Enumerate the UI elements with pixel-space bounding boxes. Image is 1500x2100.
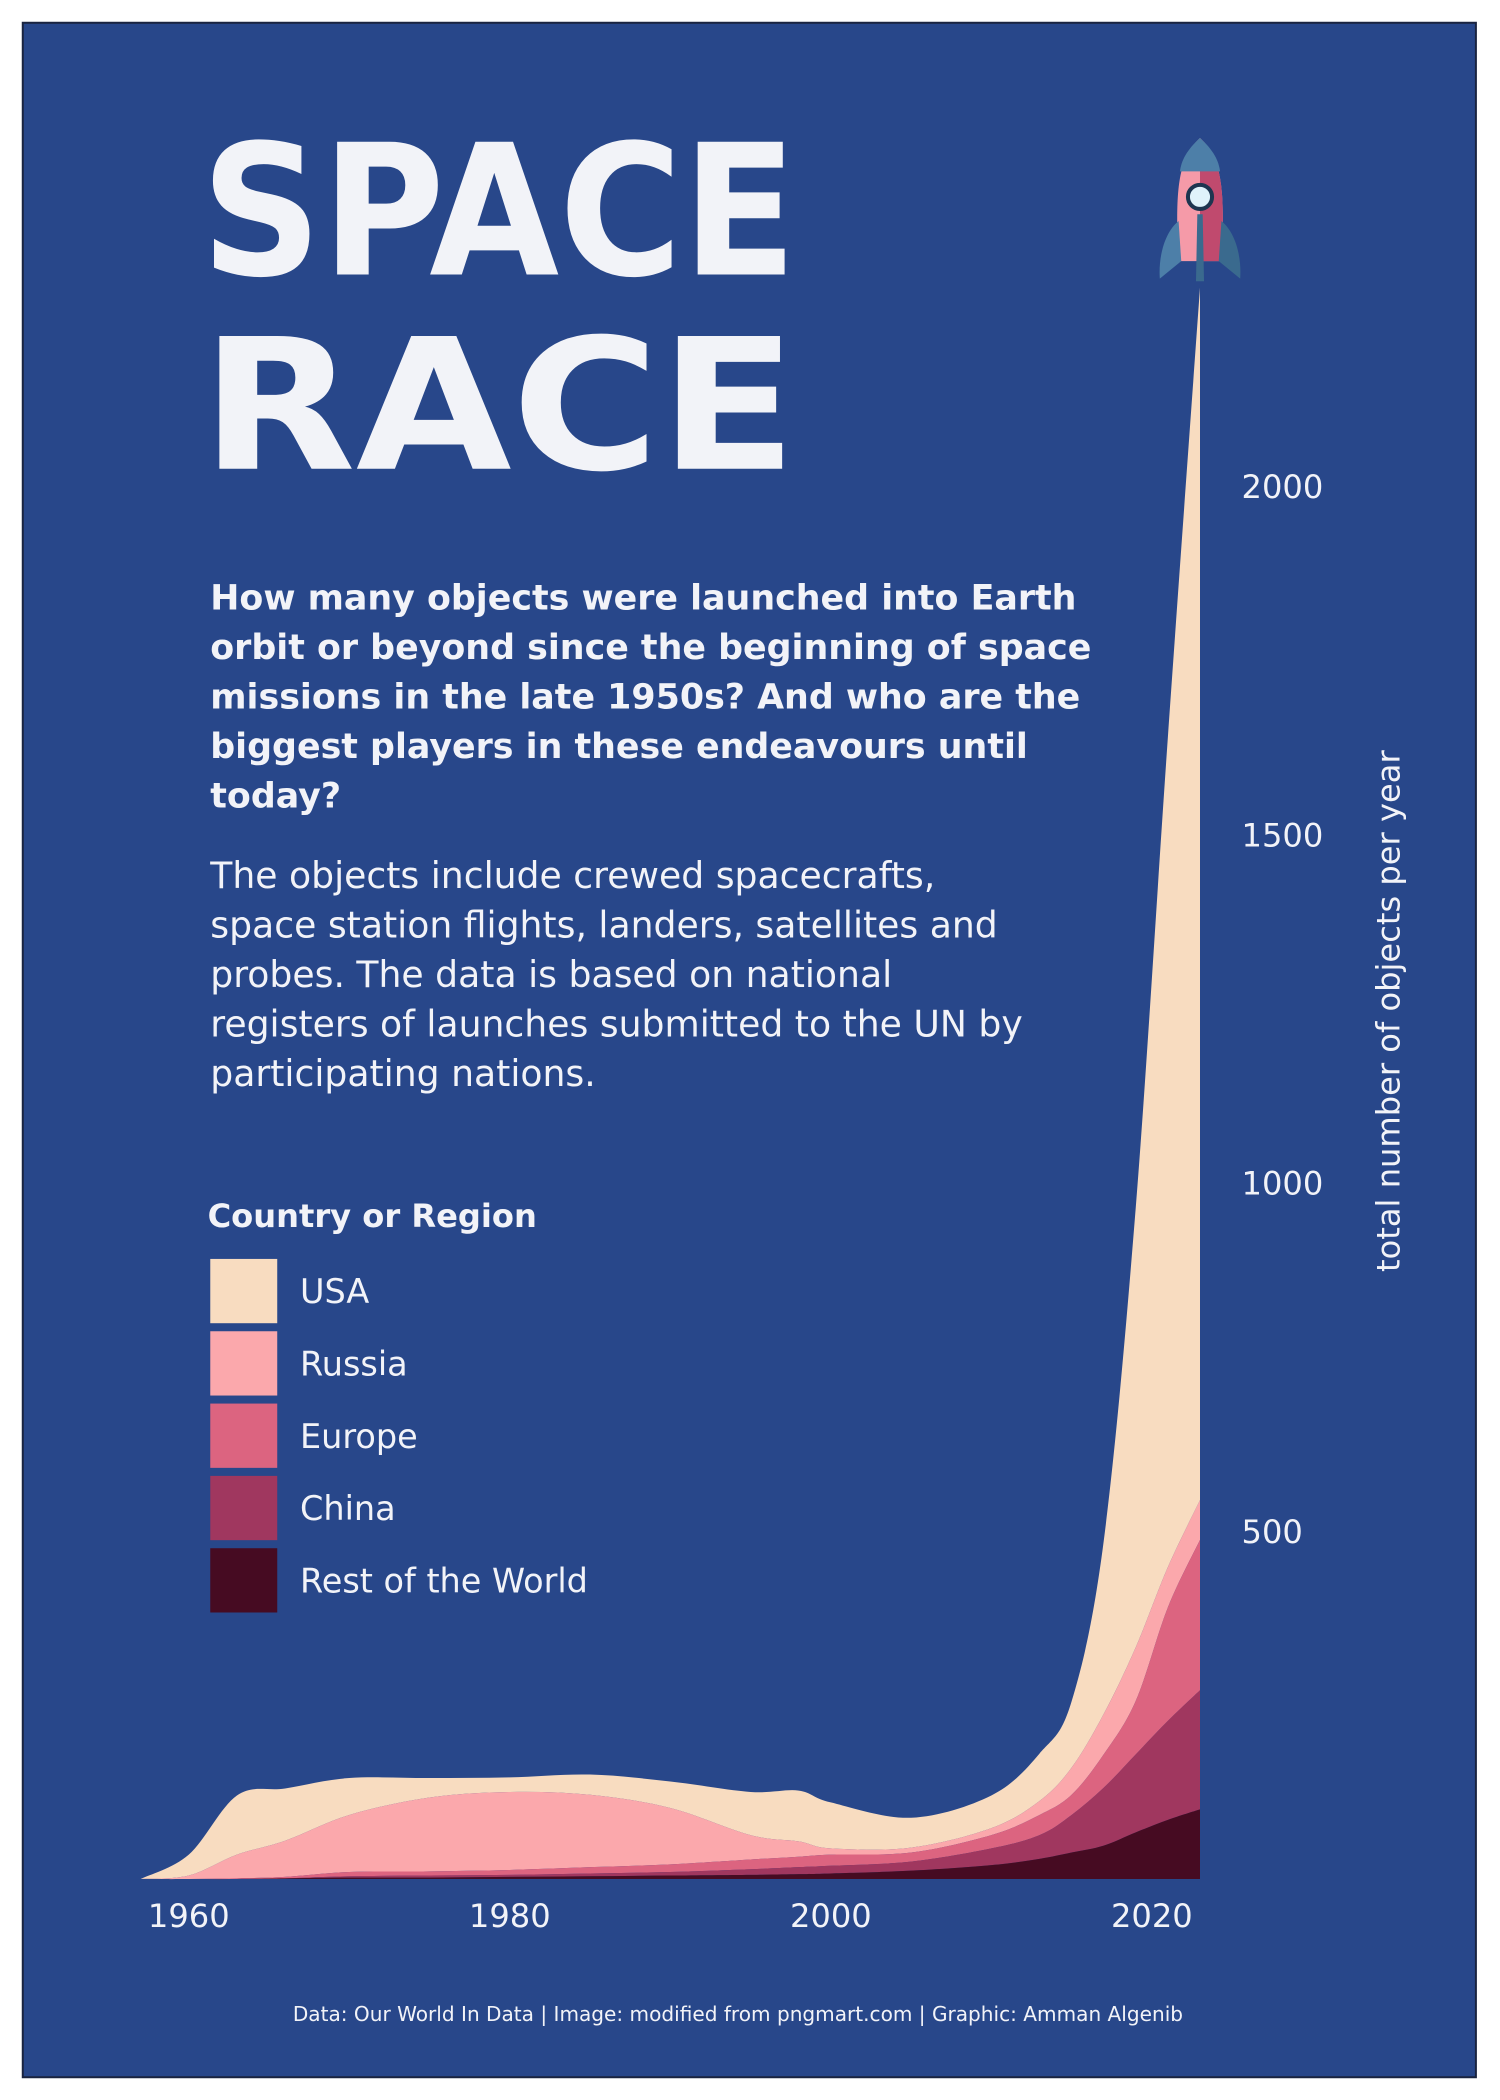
description-line: registers of launches submitted to the U… (210, 1003, 1023, 1046)
legend-label: USA (300, 1272, 369, 1311)
description-line: probes. The data is based on national (210, 953, 892, 996)
subtitle-line: How many objects were launched into Eart… (210, 578, 1076, 618)
subtitle-line: biggest players in these endeavours unti… (210, 727, 1028, 767)
y-tick-label: 1000 (1242, 1165, 1324, 1203)
source-note: Data: Our World In Data | Image: modifie… (293, 2002, 1183, 2026)
legend-label: China (300, 1489, 396, 1528)
x-tick-label: 2020 (1111, 1897, 1193, 1935)
subtitle-line: orbit or beyond since the beginning of s… (210, 628, 1091, 668)
legend-swatch (210, 1331, 278, 1396)
x-tick-label: 1980 (469, 1897, 551, 1935)
legend-title: Country or Region (208, 1197, 537, 1235)
x-tick-label: 2000 (790, 1897, 872, 1935)
subtitle-line: today? (210, 777, 341, 817)
legend-swatch (210, 1548, 278, 1613)
legend-swatch (210, 1403, 278, 1468)
background (21, 21, 1477, 2079)
title-line: RACE (201, 300, 797, 512)
y-axis-label: total number of objects per year (1370, 750, 1408, 1272)
description-line: The objects include crewed spacecrafts, (209, 854, 935, 897)
description-line: participating nations. (210, 1052, 595, 1095)
subtitle-line: missions in the late 1950s? And who are … (210, 677, 1080, 717)
legend-label: Europe (300, 1417, 418, 1456)
area-series (140, 287, 1200, 1880)
legend-label: Russia (300, 1344, 408, 1383)
area-series (140, 1809, 1200, 1880)
y-tick-label: 2000 (1242, 468, 1324, 506)
title-line: SPACE (201, 106, 797, 318)
legend-swatch (210, 1475, 278, 1541)
rocket-icon (1159, 137, 1241, 282)
description-line: space station flights, landers, satellit… (210, 904, 998, 947)
y-tick-label: 500 (1242, 1513, 1303, 1551)
y-tick-label: 1500 (1242, 816, 1324, 854)
legend-label: Rest of the World (300, 1561, 588, 1600)
x-tick-label: 1960 (148, 1897, 230, 1935)
legend-swatch (210, 1258, 278, 1324)
